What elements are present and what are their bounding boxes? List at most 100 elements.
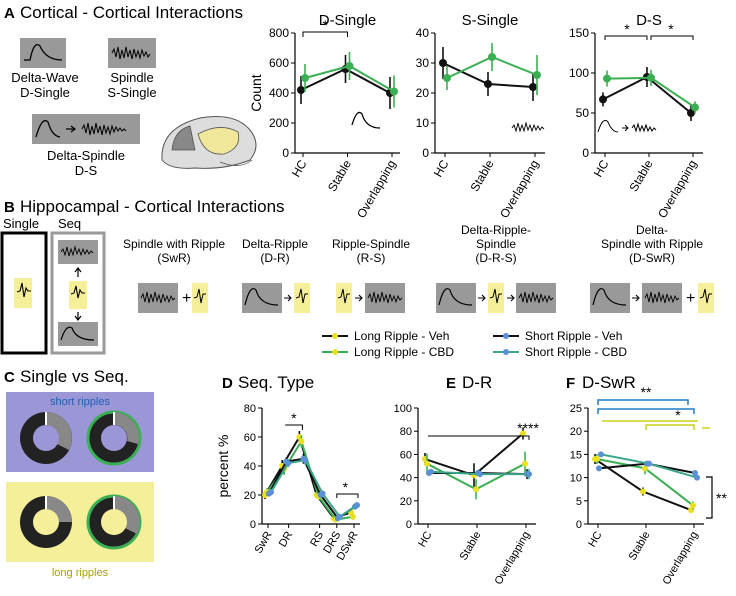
- data-point: [690, 502, 696, 509]
- legend-marker-0: [332, 333, 338, 339]
- series-line-3: [270, 459, 358, 519]
- data-point: [594, 456, 600, 463]
- legend-label-0: Long Ripple - Veh: [354, 329, 449, 343]
- y-tick-label: 10: [570, 473, 582, 485]
- short-ripples-veh-donut-icon: [20, 412, 72, 464]
- significance-label: *: [343, 479, 349, 495]
- panel-c-title: Single vs Seq.: [20, 367, 129, 386]
- x-tick-label: Overlapping: [655, 158, 699, 221]
- y-tick-label: 800: [269, 26, 289, 40]
- y-tick-label: 15: [570, 449, 582, 461]
- y-tick-label: 20: [244, 490, 256, 502]
- y-tick-label: 25: [570, 403, 582, 415]
- y-tick-label: 600: [269, 56, 289, 70]
- y-tick-label: 150: [569, 26, 589, 40]
- data-point: [484, 80, 492, 88]
- panel-d-title: Seq. Type: [238, 373, 314, 392]
- data-point: [603, 74, 611, 83]
- delta-spindle-icon: [32, 114, 140, 144]
- panel-e-letter: E: [446, 375, 456, 392]
- significance-label: *: [323, 17, 329, 33]
- significance-bracket: [650, 35, 694, 40]
- data-point: [439, 59, 447, 67]
- sequence-type-label-2: Ripple-Spindle (R-S): [332, 237, 410, 265]
- data-point: [443, 74, 451, 82]
- x-tick-label: HC: [586, 529, 604, 549]
- data-point: [477, 471, 483, 478]
- data-point: [319, 490, 326, 497]
- long-ripples-cbd-donut-icon: [86, 494, 142, 550]
- x-tick-label: HC: [289, 157, 310, 179]
- significance-bracket: [597, 408, 695, 414]
- significance-label: *: [675, 407, 681, 423]
- legend-marker-1: [332, 349, 338, 355]
- brain-icon: [161, 116, 257, 169]
- y-tick-label: 50: [576, 106, 590, 120]
- data-point: [529, 83, 537, 91]
- significance-label: *: [291, 410, 297, 426]
- y-axis-label: percent %: [215, 434, 231, 497]
- data-point: [526, 471, 532, 478]
- long-ripples-label: long ripples: [52, 567, 109, 579]
- spindle-icon: [108, 38, 156, 68]
- panel-b-letter: B: [4, 199, 15, 216]
- data-point: [691, 103, 699, 112]
- y-tick-label: 100: [394, 403, 412, 415]
- data-point: [345, 62, 354, 70]
- data-point: [596, 465, 602, 472]
- y-tick-label: 0: [282, 146, 289, 160]
- significance-label: ****: [517, 420, 539, 436]
- y-tick-label: 20: [400, 496, 412, 508]
- x-tick-label: HC: [591, 157, 612, 179]
- data-point: [694, 474, 700, 481]
- seq-label: Seq: [58, 216, 81, 231]
- y-tick-label: 20: [570, 426, 582, 438]
- x-tick-label: Stable: [325, 157, 354, 194]
- seq-arrow-down-icon: [74, 312, 82, 321]
- sequence-type-label-1: Delta-Ripple (D-R): [242, 237, 308, 265]
- data-point: [354, 502, 360, 509]
- y-tick-label: 40: [244, 461, 256, 473]
- chart-title: S-Single: [462, 12, 519, 29]
- data-point: [390, 87, 398, 96]
- y-tick-label: 40: [416, 26, 430, 40]
- y-tick-label: 20: [416, 86, 430, 100]
- delta-spindle-label: Delta-Spindle D-S: [47, 148, 125, 178]
- x-tick-label: DR: [277, 529, 295, 549]
- x-tick-label: Overlapping: [497, 158, 541, 221]
- delta-spindle-icon: [597, 119, 657, 133]
- legend: Long Ripple - Veh Long Ripple - CBD Short …: [322, 329, 627, 359]
- short-ripples-label: short ripples: [50, 396, 110, 408]
- seq-spindle-icon: [58, 240, 98, 264]
- data-point: [599, 95, 607, 104]
- chart-A2: 0 10 20 30 40 S-Single HC Stable Overlapping: [416, 12, 545, 221]
- significance-bracket: [336, 493, 359, 498]
- y-tick-label: 0: [582, 146, 589, 160]
- delta-wave-label: Delta-Wave D-Single: [11, 70, 78, 100]
- short-ripples-cbd-donut-icon: [86, 410, 142, 466]
- significance-bracket: [602, 420, 710, 429]
- long-ripples-veh-donut-icon: [20, 496, 72, 548]
- y-tick-label: 0: [576, 519, 582, 531]
- data-point: [533, 71, 541, 79]
- significance-label: **: [641, 384, 652, 400]
- significance-bracket: [597, 399, 689, 405]
- data-point: [285, 460, 292, 467]
- significance-bracket: [285, 424, 303, 430]
- data-point: [687, 109, 695, 117]
- y-tick-label: 200: [269, 116, 289, 130]
- x-tick-label: HC: [416, 529, 434, 549]
- significance-bracket: [302, 31, 348, 37]
- sequence-type-label-3: Delta-Ripple-Spindle (D-R-S): [461, 223, 531, 265]
- data-point: [522, 460, 528, 467]
- legend-marker-3: [503, 349, 509, 355]
- panel-b-title: Hippocampal - Cortical Interactions: [20, 197, 285, 216]
- significance-label: *: [624, 21, 630, 37]
- data-point: [520, 430, 526, 437]
- data-point: [640, 488, 646, 495]
- significance-bracket: [428, 435, 530, 440]
- legend-label-2: Short Ripple - Veh: [525, 329, 622, 343]
- panel-a-letter: A: [4, 5, 15, 22]
- data-point: [488, 53, 496, 61]
